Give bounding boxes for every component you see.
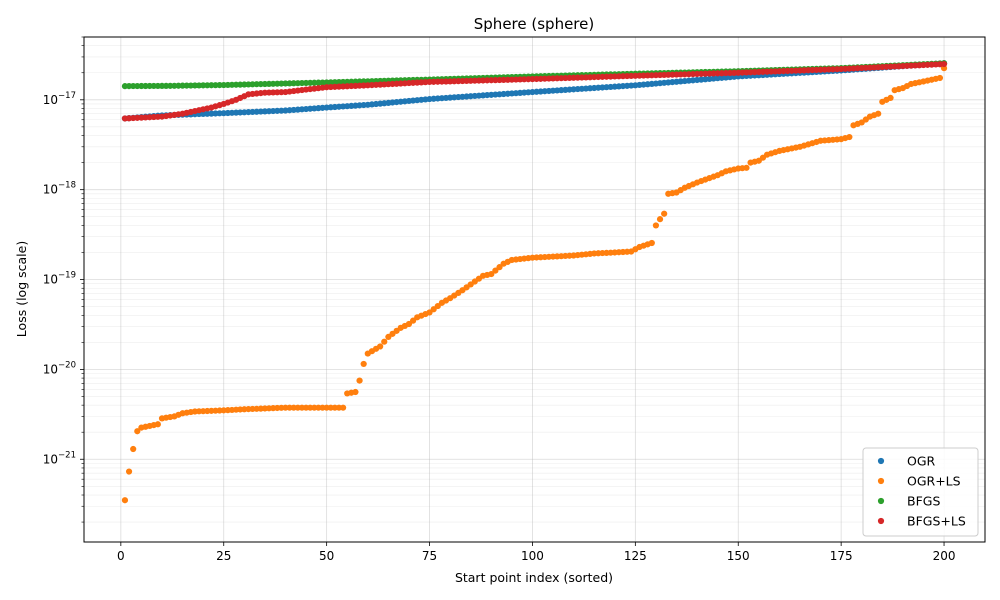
- data-point: [352, 388, 359, 396]
- data-point: [652, 222, 660, 229]
- x-tick-label: 0: [117, 549, 125, 563]
- y-tick-label: 10−20: [43, 360, 76, 376]
- series-ogr-plus-ls: [121, 65, 948, 504]
- data-point: [377, 343, 384, 350]
- data-point: [356, 377, 363, 384]
- y-axis: 10−21 10−20 10−19 10−18 10−17: [43, 36, 84, 523]
- data-point: [940, 60, 948, 68]
- data-point: [661, 210, 668, 217]
- legend-box: [862, 447, 979, 537]
- legend-entry: OGR+LS: [907, 474, 961, 489]
- legend: OGR OGR+LS BFGS BFGS+LS: [862, 447, 979, 537]
- legend-entry: BFGS+LS: [907, 514, 966, 529]
- series-bfgs-plus-ls: [121, 60, 948, 122]
- x-tick-label: 75: [422, 549, 437, 563]
- data-point: [121, 497, 129, 504]
- y-tick-label: 10−17: [43, 91, 76, 107]
- data-point: [154, 421, 161, 428]
- data-point: [496, 264, 503, 271]
- x-tick-label: 200: [933, 549, 956, 563]
- data-point: [125, 468, 133, 475]
- x-tick-label: 25: [216, 549, 231, 563]
- data-point: [648, 239, 655, 247]
- data-point: [488, 270, 495, 278]
- x-tick-label: 150: [727, 549, 750, 563]
- x-axis: 0 25 50 75 100 125 150 175 200: [117, 542, 955, 563]
- data-point: [134, 428, 141, 435]
- legend-marker: [877, 477, 885, 485]
- y-tick-label: 10−21: [43, 450, 76, 466]
- data-point: [875, 110, 882, 117]
- data-point: [340, 404, 347, 411]
- data-point: [492, 267, 499, 274]
- data-point: [936, 74, 944, 82]
- data-points: [121, 60, 948, 504]
- x-tick-label: 100: [521, 549, 544, 563]
- chart-title: Sphere (sphere): [474, 15, 594, 33]
- data-point: [381, 338, 388, 345]
- legend-marker: [877, 517, 885, 525]
- data-point: [743, 164, 750, 171]
- data-point: [656, 216, 664, 223]
- data-point: [409, 317, 417, 324]
- legend-marker: [877, 457, 885, 465]
- x-tick-label: 125: [624, 549, 647, 563]
- data-point: [887, 94, 894, 102]
- data-point: [360, 360, 367, 368]
- x-tick-label: 175: [830, 549, 853, 563]
- y-tick-label: 10−18: [43, 181, 76, 197]
- legend-entry: OGR: [907, 454, 936, 469]
- legend-marker: [877, 497, 885, 505]
- x-tick-label: 50: [319, 549, 334, 563]
- grid: [84, 36, 985, 542]
- legend-entry: BFGS: [907, 494, 940, 509]
- data-point: [846, 133, 853, 141]
- x-axis-label: Start point index (sorted): [455, 570, 613, 585]
- data-point: [130, 445, 137, 453]
- plot-frame: [83, 36, 986, 543]
- y-axis-label: Loss (log scale): [14, 241, 29, 337]
- data-point: [405, 320, 413, 328]
- y-tick-label: 10−19: [43, 271, 76, 287]
